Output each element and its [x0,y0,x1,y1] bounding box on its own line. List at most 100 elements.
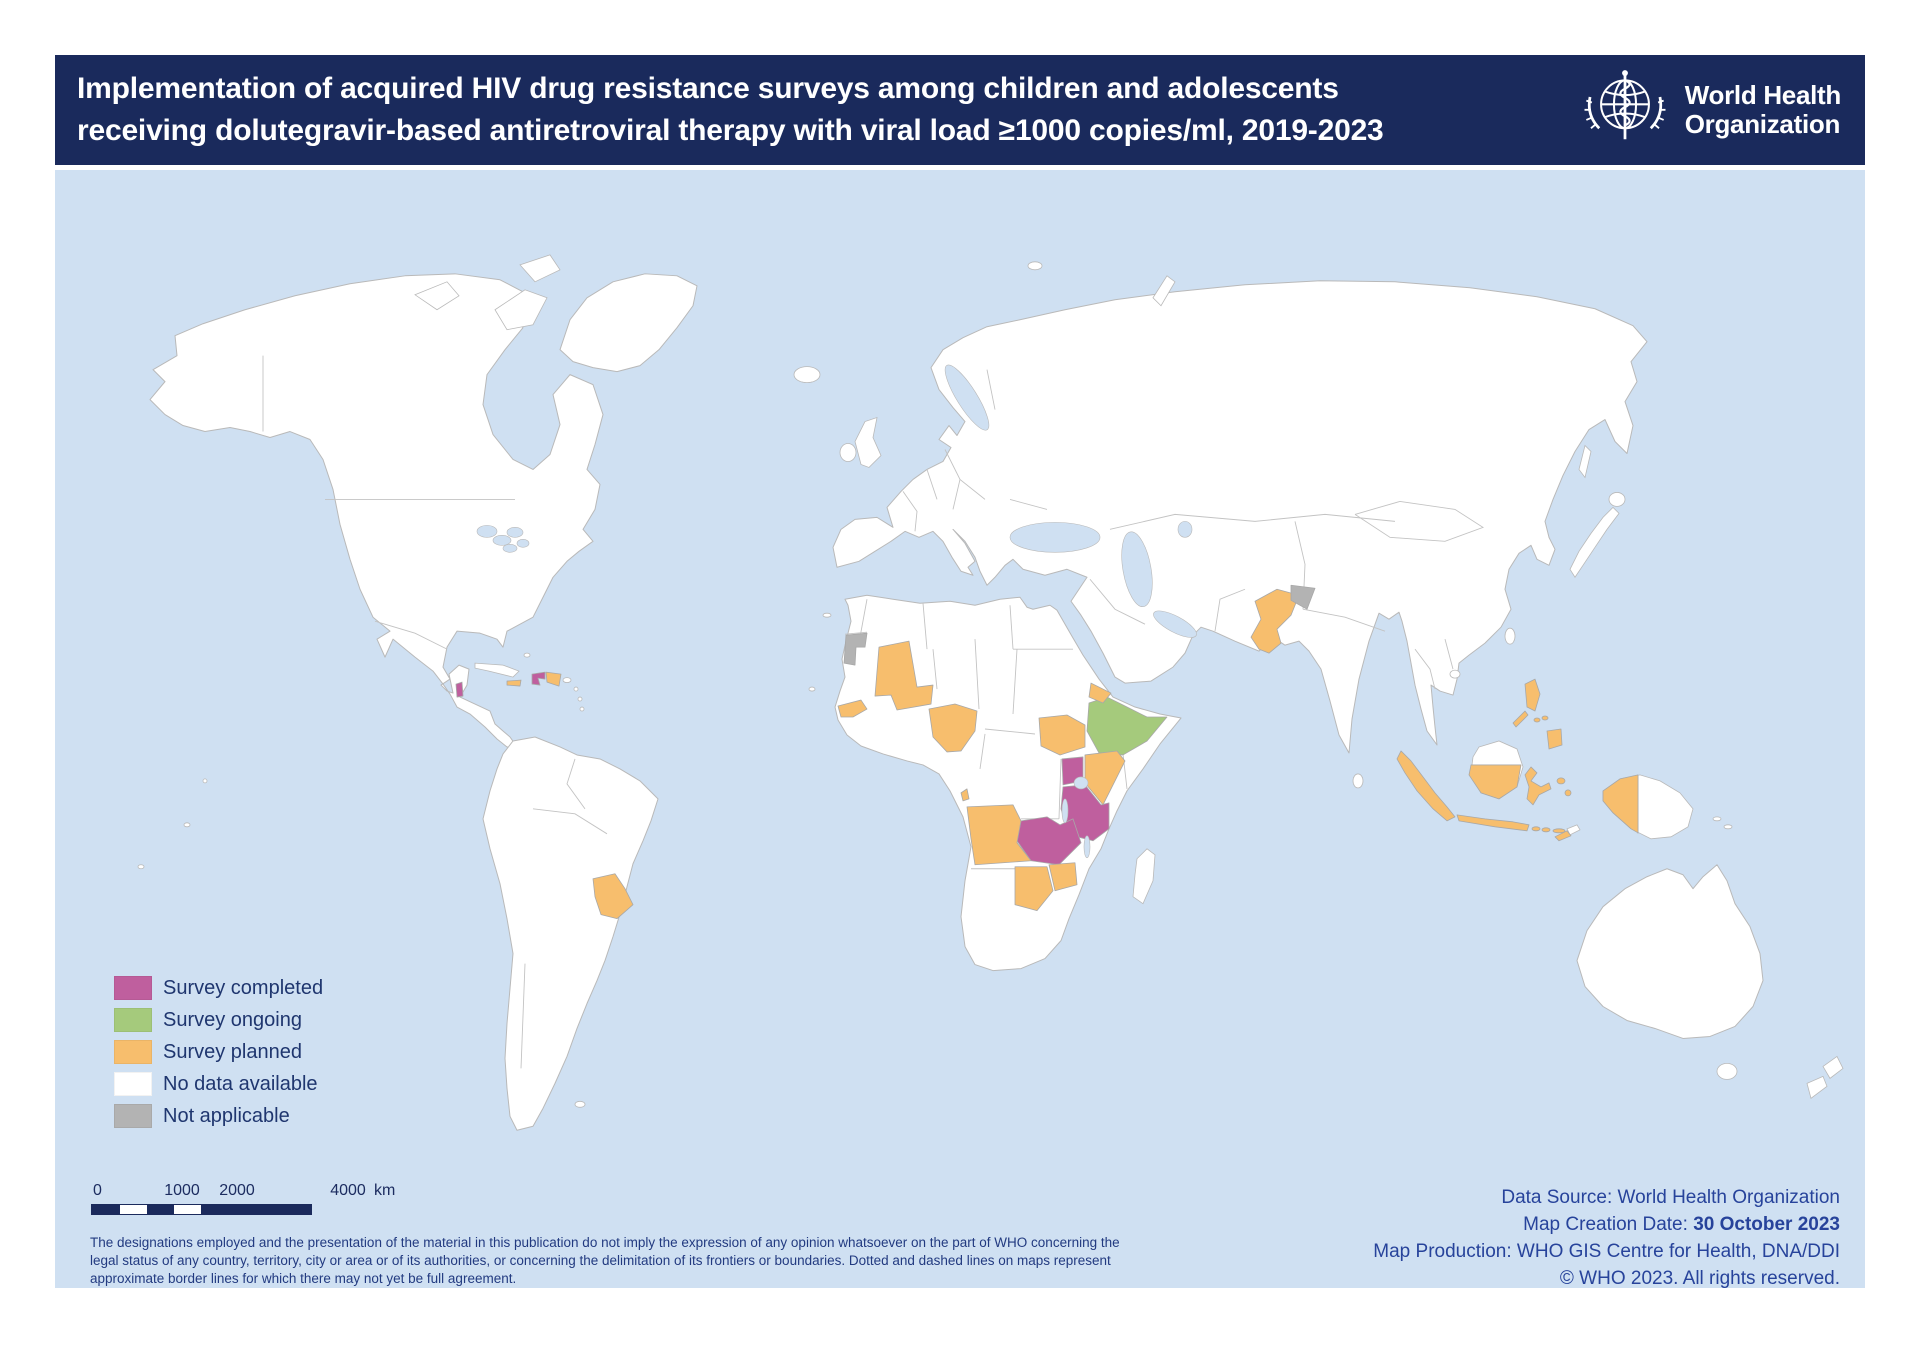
scale-unit: km [374,1182,396,1199]
border-europe [902,369,1048,532]
country-zimbabwe [1048,862,1078,892]
country-botswana [1014,866,1054,912]
title-line-1: Implementation of acquired HIV drug resi… [77,72,1339,105]
territory-jammu-kashmir [1290,584,1316,610]
water-black-sea [1009,522,1101,553]
country-indonesia-java [1456,814,1530,832]
country-indonesia-west-timor [1554,830,1572,842]
country-senegal [837,699,868,718]
who-logo-line-2: Organization [1684,109,1841,139]
scale-label-4000: 4000 [330,1182,366,1199]
country-philippines-visayas-1 [1533,717,1541,723]
country-indonesia-west-papua [1602,774,1639,834]
country-ethiopia [1086,696,1168,756]
country-philippines-palawan [1512,710,1529,728]
island-lesser-antilles-3 [579,706,585,712]
credit-data-source: Data Source: World Health Organization [1501,1187,1840,1208]
title-line-2: receiving dolutegravir-based antiretrovi… [77,114,1384,147]
country-nigeria [928,703,978,753]
who-logo-text: World Health Organization [1684,80,1842,139]
country-indonesia-sumatra [1396,750,1456,822]
border-south-america [520,758,608,1069]
water-great-lake-4 [502,544,518,553]
country-philippines-visayas-2 [1541,715,1549,721]
island-tasmania [1716,1063,1738,1080]
border-se-asia [1414,639,1454,690]
country-indonesia-flores [1552,828,1566,834]
country-eritrea [1088,682,1112,704]
island-falklands [574,1100,586,1108]
island-great-britain [854,416,882,468]
scale-bar: 0 1000 2000 4000 km [91,1182,395,1215]
who-logo-line-1: World Health [1684,80,1842,110]
legend-label: Not applicable [163,1104,290,1127]
legend-swatch-not-applicable [114,1104,152,1128]
country-mali [874,640,934,711]
water-aral-sea [1177,521,1193,538]
island-hainan [1449,669,1461,679]
water-great-lake-5 [516,539,530,548]
island-hawaii [183,822,191,828]
country-zambia [1016,816,1082,866]
greenland [559,273,698,373]
legend-item-survey-completed: Survey completed [114,976,323,1000]
legend-label: Survey planned [163,1040,302,1063]
island-madagascar [1132,848,1156,905]
country-indonesia-maluku-2 [1564,789,1572,797]
country-south-sudan [1038,714,1086,756]
header-band: Implementation of acquired HIV drug resi… [55,55,1865,165]
island-pacific-1 [137,864,145,870]
island-svalbard [1027,261,1043,271]
country-angola-cabinda [960,788,970,802]
water-lake-tanganyika [1061,798,1069,824]
island-lesser-antilles-2 [577,696,583,702]
country-haiti [531,671,546,686]
island-japan-hokkaido [1608,492,1626,507]
island-lesser-antilles-1 [573,686,579,692]
country-jamaica [506,679,522,687]
who-emblem-icon [1579,62,1671,159]
territory-western-sahara [843,632,868,666]
legend-label: Survey completed [163,976,324,999]
water-persian-gulf [1153,610,1197,638]
scale-segment [147,1205,174,1214]
scale-segment [92,1205,120,1214]
water-caspian-sea [1121,531,1153,608]
island-solomon-1 [1712,816,1722,822]
country-philippines-luzon [1524,678,1541,712]
legend-item-not-applicable: Not applicable [114,1104,323,1128]
legend-item-no-data: No data available [114,1072,323,1096]
continent-south-america [482,736,659,1131]
island-canary [822,612,832,618]
country-paraguay [592,873,634,920]
island-puerto-rico [562,677,572,683]
legend-swatch-survey-ongoing [114,1008,152,1032]
island-cuba [474,662,520,678]
scale-segment [174,1205,201,1214]
map-panel: Survey completed Survey ongoing Survey p… [55,170,1865,1289]
legend-swatch-no-data [114,1072,152,1096]
island-iceland [793,366,821,384]
island-sri-lanka [1352,773,1364,789]
scale-label-1000: 1000 [164,1182,200,1199]
credit-production: Map Production: WHO GIS Centre for Healt… [1373,1241,1840,1262]
water-lake-malawi [1083,835,1091,859]
scale-bar-labels: 0 1000 2000 4000 km [91,1182,395,1202]
legend-item-survey-planned: Survey planned [114,1040,323,1064]
legend-label: No data available [163,1072,318,1095]
water-great-lake-2 [492,535,512,546]
country-indonesia-maluku-1 [1556,777,1566,785]
island-baffin [494,289,548,331]
island-solomon-2 [1723,824,1733,830]
scale-segment [201,1205,311,1214]
island-sakhalin [1578,444,1592,479]
scale-label-2000: 2000 [219,1182,255,1199]
legend-item-survey-ongoing: Survey ongoing [114,1008,323,1032]
country-indonesia-kalimantan [1468,764,1522,800]
border-mongolia [1354,500,1485,542]
country-angola [966,804,1032,866]
island-ireland [839,443,857,462]
legend-swatch-survey-completed [114,976,152,1000]
country-belize [455,681,464,698]
